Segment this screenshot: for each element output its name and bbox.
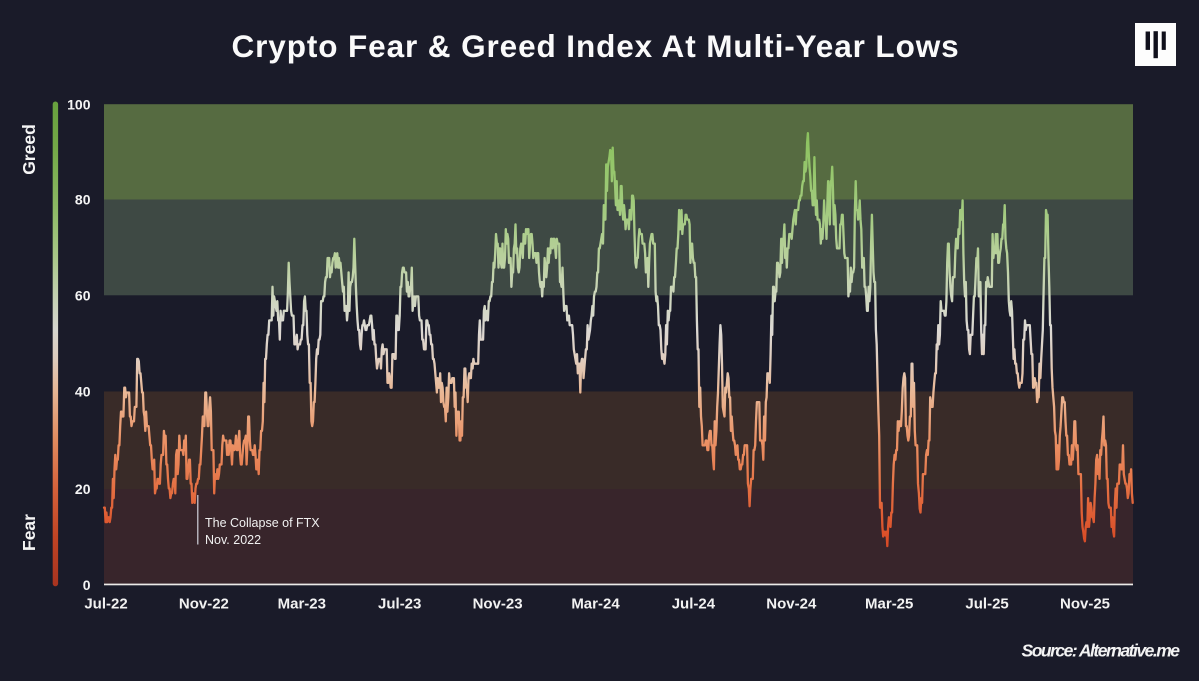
svg-text:Mar-23: Mar-23 — [278, 596, 326, 613]
svg-text:0: 0 — [83, 577, 91, 593]
svg-text:60: 60 — [75, 287, 91, 303]
svg-text:Nov. 2022: Nov. 2022 — [205, 533, 261, 547]
svg-text:Crypto Fear & Greed Index At M: Crypto Fear & Greed Index At Multi-Year … — [231, 28, 959, 64]
svg-text:Jul-25: Jul-25 — [965, 596, 1008, 613]
svg-text:40: 40 — [75, 384, 91, 400]
svg-text:Nov-24: Nov-24 — [766, 596, 817, 613]
svg-text:Source: Alternative.me: Source: Alternative.me — [1022, 641, 1181, 661]
svg-text:The Collapse of FTX: The Collapse of FTX — [205, 516, 320, 530]
svg-text:Greed: Greed — [19, 124, 39, 175]
svg-text:Jul-23: Jul-23 — [378, 596, 421, 613]
svg-text:Nov-25: Nov-25 — [1060, 596, 1110, 613]
svg-text:100: 100 — [67, 96, 91, 112]
svg-text:Fear: Fear — [19, 514, 39, 551]
svg-text:20: 20 — [75, 481, 91, 497]
svg-text:Mar-24: Mar-24 — [571, 596, 620, 613]
svg-text:Mar-25: Mar-25 — [865, 596, 913, 613]
svg-text:Jul-22: Jul-22 — [84, 596, 127, 613]
svg-text:Nov-22: Nov-22 — [179, 596, 229, 613]
svg-text:Jul-24: Jul-24 — [672, 596, 716, 613]
svg-text:Nov-23: Nov-23 — [473, 596, 523, 613]
svg-text:80: 80 — [75, 192, 91, 208]
